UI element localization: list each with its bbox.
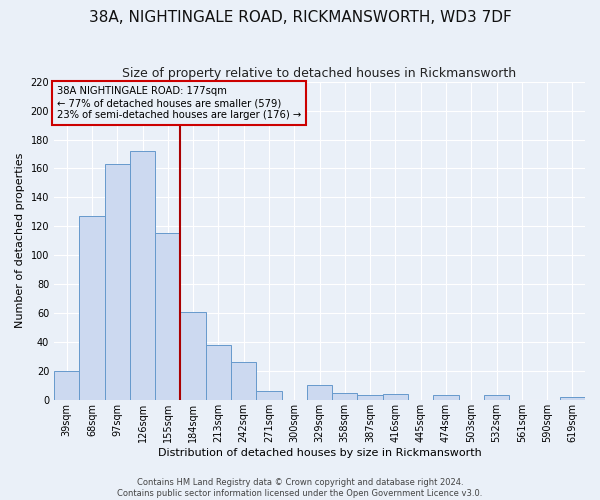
Bar [231,362,256,400]
Bar [181,312,206,400]
Bar [155,234,181,400]
Text: Contains HM Land Registry data © Crown copyright and database right 2024.
Contai: Contains HM Land Registry data © Crown c… [118,478,482,498]
X-axis label: Distribution of detached houses by size in Rickmansworth: Distribution of detached houses by size … [158,448,481,458]
Text: 38A, NIGHTINGALE ROAD, RICKMANSWORTH, WD3 7DF: 38A, NIGHTINGALE ROAD, RICKMANSWORTH, WD… [89,10,511,25]
Y-axis label: Number of detached properties: Number of detached properties [15,153,25,328]
Bar [560,397,585,400]
Bar [256,391,281,400]
Bar [104,164,130,400]
Text: 38A NIGHTINGALE ROAD: 177sqm
← 77% of detached houses are smaller (579)
23% of s: 38A NIGHTINGALE ROAD: 177sqm ← 77% of de… [56,86,301,120]
Bar [383,394,408,400]
Bar [358,396,383,400]
Title: Size of property relative to detached houses in Rickmansworth: Size of property relative to detached ho… [122,68,517,80]
Bar [130,151,155,400]
Bar [54,371,79,400]
Bar [332,392,358,400]
Bar [307,386,332,400]
Bar [433,396,458,400]
Bar [206,345,231,400]
Bar [484,396,509,400]
Bar [79,216,104,400]
